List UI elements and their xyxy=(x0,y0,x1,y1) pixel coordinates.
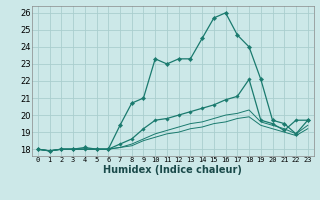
X-axis label: Humidex (Indice chaleur): Humidex (Indice chaleur) xyxy=(103,165,242,175)
